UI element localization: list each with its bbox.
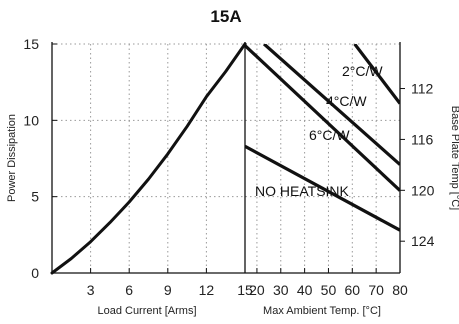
left-x-axis-label: Load Current [Arms]	[97, 305, 196, 317]
right-x-tick-label: 80	[392, 282, 408, 298]
right-x-tick-label: 50	[321, 282, 337, 298]
derating-line-4-c-w	[263, 44, 400, 166]
right-x-tick-label: 40	[297, 282, 313, 298]
power-dissipation-curve	[50, 42, 247, 275]
left-x-tick-label: 6	[125, 282, 133, 298]
series-label-4cw: 4°C/W	[326, 93, 367, 109]
right-y-tick-label: 112	[411, 81, 434, 97]
derating-line-6-c-w	[245, 44, 400, 192]
axis-layer	[51, 42, 401, 274]
right-x-tick-label: 20	[249, 282, 265, 298]
right-x-tick-label: 60	[345, 282, 361, 298]
left-y-axis-label: Power Dissipation	[6, 114, 18, 202]
derating-line-no-heatsink	[245, 144, 400, 232]
right-x-tick-label: 70	[368, 282, 384, 298]
left-x-tick-label: 12	[199, 282, 215, 298]
right-y-tick-label: 120	[411, 182, 435, 198]
left-x-tick-label: 3	[87, 282, 95, 298]
left-y-tick-label: 5	[31, 189, 39, 205]
left-x-tick-label: 15	[237, 282, 253, 298]
series-label-2cw: 2°C/W	[342, 63, 383, 79]
chart-title: 15A	[210, 7, 241, 26]
right-y-axis-label: Base Plate Temp [°C]	[449, 106, 459, 210]
left-y-tick-label: 0	[31, 265, 39, 281]
right-y-tick-label: 116	[411, 131, 434, 147]
right-x-tick-label: 30	[273, 282, 289, 298]
derating-line-2-c-w	[353, 44, 400, 105]
right-y-tick-label: 124	[411, 233, 435, 249]
left-y-tick-label: 10	[23, 112, 39, 128]
series-label-no-heatsink: NO HEATSINK	[255, 183, 350, 199]
right-x-axis-label: Max Ambient Temp. [°C]	[263, 305, 381, 317]
series-layer	[50, 42, 400, 275]
left-x-tick-label: 9	[164, 282, 172, 298]
left-y-tick-label: 15	[23, 36, 39, 52]
series-label-6cw: 6°C/W	[309, 127, 350, 143]
